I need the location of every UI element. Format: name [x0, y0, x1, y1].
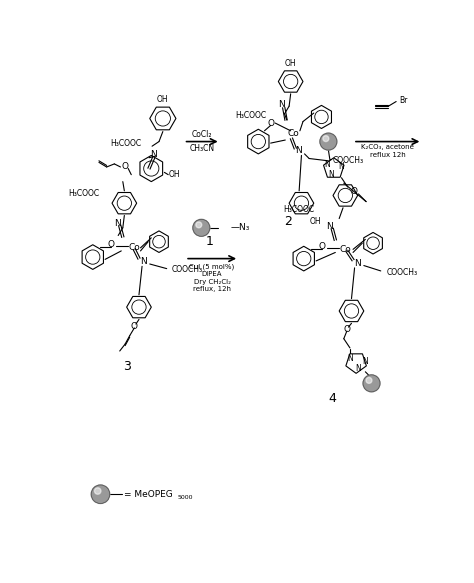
Circle shape — [94, 488, 101, 494]
Text: O: O — [350, 187, 357, 196]
Text: N: N — [295, 146, 302, 155]
Circle shape — [320, 133, 337, 150]
Text: COOCH₃: COOCH₃ — [171, 265, 202, 274]
Circle shape — [323, 136, 329, 142]
Text: Co: Co — [339, 245, 351, 254]
Text: O: O — [122, 163, 128, 171]
Text: H₃COOC: H₃COOC — [110, 139, 141, 149]
Text: OH: OH — [169, 170, 181, 179]
Text: COOCH₃: COOCH₃ — [386, 268, 417, 277]
Text: N: N — [354, 259, 361, 268]
Text: CuI (5 mol%): CuI (5 mol%) — [190, 263, 235, 269]
Text: OH: OH — [157, 94, 169, 104]
Text: OH: OH — [285, 58, 296, 68]
Text: Br: Br — [399, 96, 407, 106]
Text: H₃COOC: H₃COOC — [235, 111, 266, 120]
Circle shape — [196, 222, 202, 228]
Text: N: N — [338, 163, 344, 171]
Text: N: N — [355, 364, 361, 373]
Text: K₂CO₃, acetone: K₂CO₃, acetone — [361, 144, 414, 150]
Text: —N₃: —N₃ — [231, 223, 250, 232]
Text: N: N — [114, 219, 121, 228]
Circle shape — [91, 485, 109, 504]
Text: H₃COOC: H₃COOC — [68, 189, 99, 198]
Text: N: N — [140, 257, 147, 266]
Text: O: O — [343, 325, 350, 334]
Text: N: N — [347, 354, 353, 363]
Text: N: N — [325, 160, 330, 169]
Circle shape — [363, 375, 380, 392]
Text: 5000: 5000 — [177, 495, 193, 500]
Text: Co: Co — [288, 129, 300, 138]
Text: DIPEA: DIPEA — [202, 271, 222, 277]
Text: O: O — [131, 322, 138, 331]
Text: O: O — [108, 240, 115, 250]
Text: O: O — [319, 242, 326, 251]
Text: = MeOPEG: = MeOPEG — [124, 490, 173, 498]
Text: N: N — [150, 150, 157, 159]
Text: N: N — [278, 100, 285, 109]
Text: N: N — [363, 357, 368, 366]
Text: N: N — [327, 222, 333, 231]
Text: 3: 3 — [124, 360, 131, 373]
Text: Co: Co — [128, 243, 140, 252]
Text: H₃COOC: H₃COOC — [283, 205, 315, 214]
Text: 2: 2 — [283, 215, 292, 228]
Circle shape — [366, 377, 372, 384]
Text: CH₃CN: CH₃CN — [190, 144, 215, 153]
Text: reflux, 12h: reflux, 12h — [193, 286, 231, 293]
Text: 1: 1 — [206, 235, 214, 248]
Text: N: N — [328, 170, 334, 179]
Text: Dry CH₂Cl₂: Dry CH₂Cl₂ — [193, 279, 231, 285]
Text: COOCH₃: COOCH₃ — [332, 156, 364, 166]
Text: 4: 4 — [328, 392, 336, 405]
Text: OH: OH — [309, 217, 321, 226]
Text: reflux 12h: reflux 12h — [370, 152, 406, 157]
Text: O: O — [267, 118, 274, 128]
Text: CoCl₂: CoCl₂ — [192, 130, 212, 139]
Circle shape — [193, 219, 210, 236]
